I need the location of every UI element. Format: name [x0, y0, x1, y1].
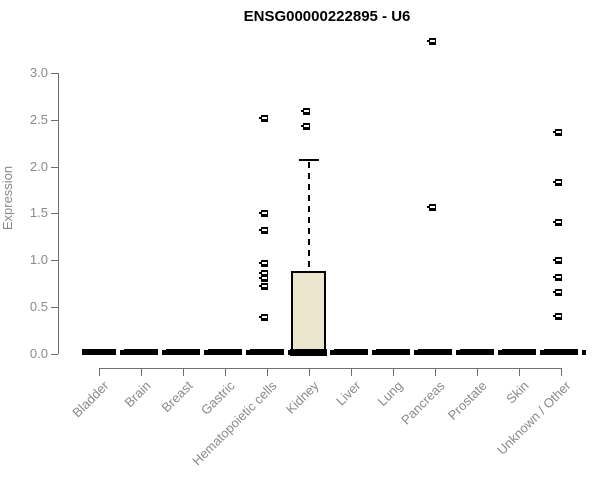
- zero-bar: [460, 349, 494, 355]
- zero-bar: [166, 349, 200, 355]
- zero-bar-nub: [540, 350, 544, 355]
- outlier-point: [259, 283, 268, 290]
- outlier-point: [427, 38, 436, 45]
- zero-bar: [502, 349, 536, 355]
- y-axis-tick: [51, 119, 58, 121]
- zero-bar-nub: [456, 350, 460, 355]
- outlier-point: [259, 227, 268, 234]
- y-tick-label: 2.5: [29, 111, 48, 127]
- outlier-point: [553, 179, 562, 186]
- chart-title: ENSG00000222895 - U6: [243, 8, 411, 25]
- y-axis-line: [58, 73, 59, 354]
- outlier-point: [553, 313, 562, 320]
- outlier-point: [259, 275, 268, 282]
- zero-bar: [250, 349, 284, 355]
- x-axis-tick: [393, 369, 394, 376]
- x-axis-tick: [519, 369, 520, 376]
- y-axis-tick: [51, 307, 58, 309]
- x-axis-tick: [225, 369, 226, 376]
- zero-bar-nub: [204, 350, 208, 355]
- x-axis-tick: [183, 369, 184, 376]
- zero-bar: [544, 349, 578, 355]
- outlier-point: [553, 289, 562, 296]
- zero-bar-nub: [372, 350, 376, 355]
- y-axis-tick: [51, 354, 58, 355]
- outlier-point: [553, 219, 562, 226]
- zero-bar-nub: [414, 350, 418, 355]
- zero-bar-nub: [330, 350, 334, 355]
- x-axis-tick: [477, 369, 478, 376]
- zero-bar: [124, 349, 158, 355]
- zero-bar-nub: [246, 350, 250, 355]
- whisker-cap: [299, 159, 319, 161]
- outlier-point: [553, 274, 562, 281]
- zero-bar: [82, 349, 116, 355]
- x-axis-tick: [561, 369, 562, 376]
- zero-bar: [208, 349, 242, 355]
- y-tick-label: 0.5: [29, 299, 48, 315]
- y-tick-label: 1.5: [29, 205, 48, 221]
- zero-bar-nub: [162, 350, 166, 355]
- x-axis-tick: [99, 369, 100, 376]
- x-axis-tick: [309, 369, 310, 376]
- median-bar: [290, 349, 327, 356]
- x-axis-tick: [435, 369, 436, 376]
- outlier-point: [259, 314, 268, 321]
- zero-bar: [418, 349, 452, 355]
- outlier-point: [259, 260, 268, 267]
- zero-bar: [334, 349, 368, 355]
- y-axis-tick: [51, 213, 58, 215]
- box: [291, 271, 326, 354]
- outlier-point: [301, 108, 310, 115]
- zero-bar-nub: [498, 350, 502, 355]
- zero-bar-nub: [120, 350, 124, 355]
- outlier-point: [427, 204, 436, 211]
- y-axis-tick: [51, 72, 58, 74]
- y-axis-tick: [51, 166, 58, 168]
- x-axis-line: [99, 368, 562, 369]
- x-axis-tick: [267, 369, 268, 376]
- y-tick-label: 2.0: [29, 158, 48, 174]
- outlier-point: [259, 210, 268, 217]
- y-axis-tick: [51, 260, 58, 262]
- whisker: [308, 162, 310, 269]
- outlier-point: [553, 257, 562, 264]
- x-axis-tick: [351, 369, 352, 376]
- zero-bar-nub: [582, 350, 586, 355]
- outlier-point: [259, 115, 268, 122]
- y-tick-label: 0.0: [29, 346, 48, 361]
- y-tick-label: 3.0: [29, 64, 48, 80]
- zero-bar: [376, 349, 410, 355]
- outlier-point: [553, 129, 562, 136]
- outlier-point: [301, 123, 310, 130]
- y-tick-label: 1.0: [29, 252, 48, 268]
- y-axis-label: Expression: [0, 165, 15, 231]
- x-axis-tick: [141, 369, 142, 376]
- outlier-point: [259, 270, 268, 277]
